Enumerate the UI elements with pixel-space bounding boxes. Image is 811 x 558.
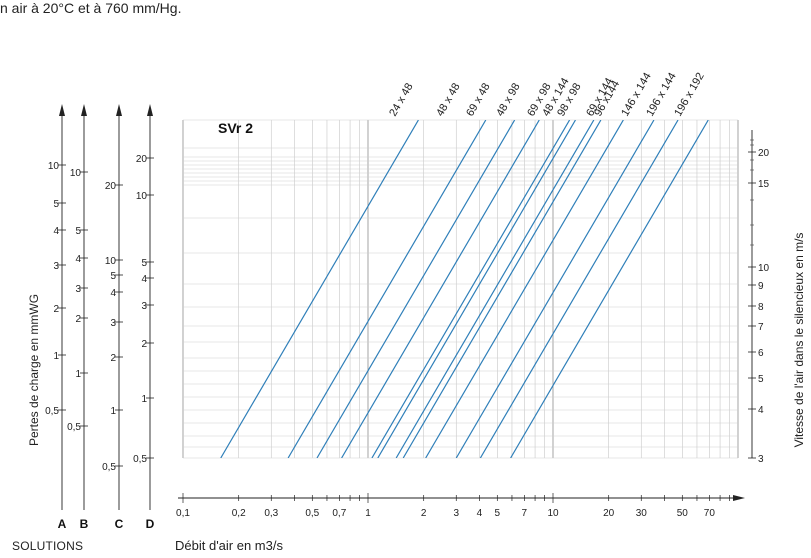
x-tick-label: 7 (522, 508, 528, 519)
series-line (287, 120, 487, 458)
scale-tick-label: 3 (53, 261, 59, 272)
x-tick-label: 10 (547, 508, 559, 519)
scale-tick-label: 0,5 (45, 406, 59, 417)
scale-tick-label: 4 (110, 288, 116, 299)
scale-tick-label: 4 (53, 226, 59, 237)
scale-tick-label: 0,5 (133, 454, 147, 465)
right-tick-label: 20 (758, 148, 770, 159)
series-line (425, 120, 624, 458)
right-tick-label: 7 (758, 322, 764, 333)
footer-solutions: SOLUTIONS (12, 539, 84, 553)
series-label: 48 x 98 (494, 81, 522, 118)
arrow-right-icon (733, 495, 745, 501)
series-label: 69 x 48 (464, 81, 492, 118)
x-tick-label: 1 (365, 508, 371, 519)
x-tick-label: 50 (677, 508, 689, 519)
arrow-up-icon (116, 104, 122, 116)
arrow-up-icon (59, 104, 65, 116)
right-tick-label: 9 (758, 281, 764, 292)
scale-tick-label: 1 (141, 394, 147, 405)
x-tick-label: 0,2 (232, 508, 246, 519)
scale-tick-label: 0,5 (67, 422, 81, 433)
series-line (402, 120, 602, 458)
scale-tick-label: 10 (70, 168, 82, 179)
scale-letter: B (80, 517, 89, 531)
scale-tick-label: 2 (141, 339, 147, 350)
scale-tick-label: 2 (75, 314, 81, 325)
scale-tick-label: 2 (53, 304, 59, 315)
scale-tick-label: 20 (105, 181, 117, 192)
scale-letter: C (115, 517, 124, 531)
right-tick-label: 10 (758, 263, 770, 274)
x-tick-label: 5 (495, 508, 501, 519)
series-label: 24 x 48 (387, 81, 415, 118)
y-axis-left-label: Pertes de charge en mmWG (27, 294, 41, 446)
x-axis-label: Débit d'air en m3/s (175, 538, 283, 553)
left-scale-d: D 20 10 5 4 3 2 1 0,5 (133, 104, 155, 531)
scale-tick-label: 10 (48, 161, 60, 172)
arrow-up-icon (147, 104, 153, 116)
x-tick-label: 0,5 (305, 508, 319, 519)
x-tick-label: 0,1 (176, 508, 190, 519)
scale-tick-label: 2 (110, 353, 116, 364)
left-scale-b: B 10 5 4 3 2 1 0,5 (67, 104, 89, 531)
scale-tick-label: 3 (75, 284, 81, 295)
x-tick-label: 20 (603, 508, 615, 519)
x-tick-label: 0,7 (332, 508, 346, 519)
chart-title: SVr 2 (218, 120, 253, 136)
left-scale-a: A 10 5 4 3 2 1 0,5 (45, 104, 67, 531)
right-tick-label: 15 (758, 179, 770, 190)
scale-tick-label: 20 (136, 154, 148, 165)
series-line (510, 120, 709, 458)
scale-tick-label: 5 (75, 226, 81, 237)
x-tick-label: 30 (636, 508, 648, 519)
series-line (377, 120, 576, 458)
right-tick-label: 5 (758, 374, 764, 385)
left-scale-c: C 20 10 5 4 3 2 1 0,5 (102, 104, 124, 531)
series-line (316, 120, 516, 458)
series-line (455, 120, 655, 458)
scale-tick-label: 10 (105, 256, 117, 267)
scale-tick-label: 4 (75, 254, 81, 265)
series-line (395, 120, 595, 458)
scale-letter: A (58, 517, 67, 531)
scale-letter: D (146, 517, 155, 531)
header-note: n air à 20°C et à 760 mm/Hg. (0, 0, 182, 16)
scale-tick-label: 3 (110, 318, 116, 329)
right-tick-label: 4 (758, 405, 764, 416)
series-line (220, 120, 419, 458)
scale-tick-label: 10 (136, 191, 148, 202)
x-tick-label: 70 (704, 508, 716, 519)
scale-tick-label: 0,5 (102, 462, 116, 473)
series-line (479, 120, 679, 458)
scale-tick-label: 1 (53, 351, 59, 362)
right-tick-label: 8 (758, 302, 764, 313)
right-tick-label: 6 (758, 348, 764, 359)
series-label: 48 x 48 (434, 81, 462, 118)
scale-tick-label: 3 (141, 301, 147, 312)
scale-tick-label: 4 (141, 274, 147, 285)
scale-tick-label: 1 (110, 406, 116, 417)
arrow-up-icon (81, 104, 87, 116)
series-line (341, 120, 540, 458)
scale-tick-label: 5 (141, 258, 147, 269)
scale-tick-label: 1 (75, 369, 81, 380)
x-tick-label: 3 (453, 508, 459, 519)
series-line (371, 120, 571, 458)
x-tick-label: 2 (421, 508, 427, 519)
scale-tick-label: 5 (53, 199, 59, 210)
x-tick-label: 4 (477, 508, 483, 519)
x-tick-label: 0,3 (264, 508, 278, 519)
scale-tick-label: 5 (110, 271, 116, 282)
right-tick-label: 3 (758, 454, 764, 465)
y-axis-right-label: Vitesse de l'air dans le silencieux en m… (792, 233, 806, 448)
